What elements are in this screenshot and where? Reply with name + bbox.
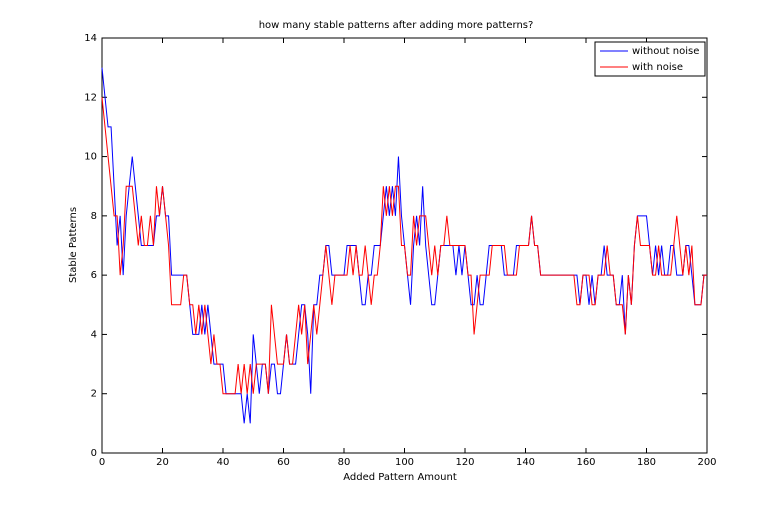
legend-label: with noise bbox=[632, 62, 683, 73]
y-tick-label: 8 bbox=[91, 211, 97, 222]
y-axis-label: Stable Patterns bbox=[68, 207, 79, 283]
x-tick-label: 120 bbox=[455, 457, 474, 468]
y-tick-label: 6 bbox=[91, 270, 97, 281]
x-tick-label: 140 bbox=[516, 457, 535, 468]
x-tick-label: 160 bbox=[576, 457, 595, 468]
x-tick-label: 60 bbox=[277, 457, 290, 468]
x-tick-label: 180 bbox=[637, 457, 656, 468]
x-tick-label: 20 bbox=[156, 457, 169, 468]
y-tick-label: 12 bbox=[84, 92, 97, 103]
y-tick-label: 0 bbox=[91, 448, 97, 459]
x-tick-label: 100 bbox=[395, 457, 414, 468]
chart-title: how many stable patterns after adding mo… bbox=[259, 20, 534, 31]
x-tick-label: 200 bbox=[697, 457, 716, 468]
x-axis-label: Added Pattern Amount bbox=[343, 472, 457, 483]
x-tick-label: 0 bbox=[99, 457, 105, 468]
legend-label: without noise bbox=[632, 46, 699, 57]
x-tick-label: 40 bbox=[217, 457, 230, 468]
x-tick-label: 80 bbox=[338, 457, 351, 468]
legend-box bbox=[594, 41, 706, 77]
y-tick-label: 4 bbox=[91, 329, 97, 340]
series-line bbox=[101, 97, 707, 395]
y-tick-label: 2 bbox=[91, 389, 97, 400]
y-tick-label: 14 bbox=[84, 33, 97, 44]
y-tick-label: 10 bbox=[84, 152, 97, 163]
